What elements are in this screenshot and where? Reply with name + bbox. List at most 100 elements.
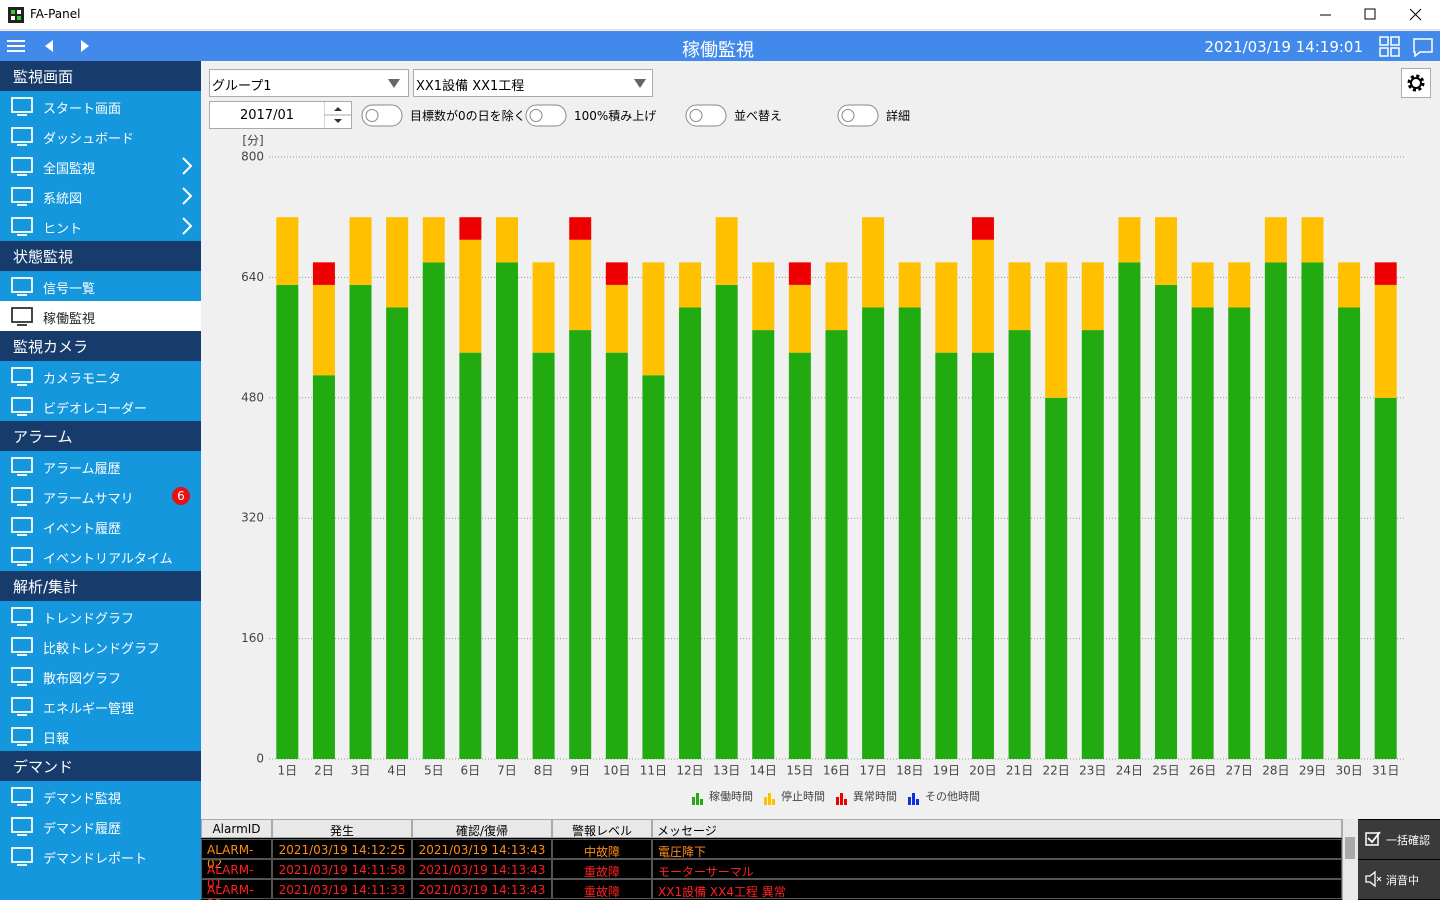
bar-segment bbox=[459, 217, 482, 240]
x-tick-label: 18日 bbox=[896, 764, 923, 778]
header-icons[interactable] bbox=[1376, 31, 1440, 61]
nav-item[interactable]: デマンド履歴 bbox=[0, 811, 201, 841]
nav-item[interactable]: スタート画面 bbox=[0, 91, 201, 121]
y-tick-label: 480 bbox=[241, 390, 264, 404]
toggle-switch[interactable] bbox=[361, 104, 403, 127]
datetime: 2021/03/19 14:19:01 bbox=[1204, 38, 1363, 56]
toggle-switch[interactable] bbox=[685, 104, 727, 127]
toggle-switch[interactable] bbox=[837, 104, 879, 127]
legend-swatch bbox=[912, 793, 915, 805]
bar-segment bbox=[1374, 397, 1397, 759]
nav-item[interactable]: 系統図 bbox=[0, 181, 201, 211]
bar-segment bbox=[1118, 262, 1141, 759]
nav-item[interactable]: ダッシュボード bbox=[0, 121, 201, 151]
window-controls[interactable] bbox=[1300, 0, 1440, 30]
header-bar: 稼働監視 2021/03/19 14:19:01 bbox=[0, 31, 1440, 61]
nav-item[interactable]: 散布図グラフ bbox=[0, 661, 201, 691]
x-tick-label: 17日 bbox=[859, 764, 886, 778]
nav-item[interactable]: アラーム履歴 bbox=[0, 451, 201, 481]
nav-item[interactable]: アラームサマリ 6 bbox=[0, 481, 201, 511]
bar-segment bbox=[532, 262, 555, 353]
bar-segment bbox=[679, 262, 702, 308]
table-cell: 中故障 bbox=[552, 839, 652, 859]
nav-item[interactable]: デマンド監視 bbox=[0, 781, 201, 811]
y-tick-label: 160 bbox=[241, 631, 264, 645]
icon-shape bbox=[1376, 876, 1382, 882]
nav-label: 比較トレンドグラフ bbox=[43, 642, 161, 657]
bar-segment bbox=[788, 284, 811, 353]
legend-label: 稼働時間 bbox=[709, 789, 753, 803]
toggle-switch[interactable] bbox=[525, 104, 567, 127]
toggle-knob bbox=[841, 109, 855, 122]
nav-item[interactable]: トレンドグラフ bbox=[0, 601, 201, 631]
bar-segment bbox=[569, 217, 592, 240]
nav-icon bbox=[11, 787, 33, 806]
nav-item[interactable]: イベントリアルタイム bbox=[0, 541, 201, 571]
button-label: 消音中 bbox=[1386, 874, 1419, 887]
nav-item[interactable]: カメラモニタ bbox=[0, 361, 201, 391]
table-header: 確認/復帰 bbox=[412, 819, 552, 838]
legend-swatch bbox=[692, 797, 695, 805]
section-header: アラーム bbox=[0, 421, 201, 451]
bar-segment bbox=[971, 239, 994, 353]
nav-icon bbox=[11, 697, 33, 716]
x-tick-label: 30日 bbox=[1335, 764, 1362, 778]
x-tick-label: 11日 bbox=[640, 764, 667, 778]
nav-buttons[interactable] bbox=[0, 31, 110, 61]
x-tick-label: 1日 bbox=[277, 764, 297, 778]
action-button[interactable]: 一括確認 bbox=[1358, 820, 1440, 859]
nav-item[interactable]: デマンドレポート bbox=[0, 841, 201, 871]
nav-item[interactable]: エネルギー管理 bbox=[0, 691, 201, 721]
icon-shape bbox=[1365, 870, 1376, 888]
bar-segment bbox=[642, 375, 665, 759]
legend-swatch bbox=[840, 793, 843, 805]
nav-icon bbox=[11, 727, 33, 746]
section-header: 状態監視 bbox=[0, 241, 201, 271]
toggle-label: 目標数が0の日を除く bbox=[410, 109, 526, 123]
bar-segment bbox=[605, 262, 628, 285]
nav-label: アラームサマリ bbox=[43, 492, 134, 507]
table-cell: 2021/03/19 14:13:43 bbox=[412, 879, 552, 899]
button-icon bbox=[1365, 831, 1381, 846]
bar-segment bbox=[1228, 307, 1251, 759]
action-button[interactable]: 消音中 bbox=[1358, 860, 1440, 899]
bar-segment bbox=[276, 217, 299, 285]
nav-label: イベント履歴 bbox=[43, 522, 122, 537]
x-tick-label: 19日 bbox=[933, 764, 960, 778]
table-header: メッセージ bbox=[652, 819, 1342, 838]
nav-item[interactable]: 日報 bbox=[0, 721, 201, 751]
page-title: 稼働監視 bbox=[682, 40, 754, 61]
bar-segment bbox=[642, 262, 665, 376]
nav-icon bbox=[11, 97, 33, 116]
chevron-shape bbox=[182, 187, 193, 205]
nav-item[interactable]: ビデオレコーダー bbox=[0, 391, 201, 421]
table-cell: 2021/03/19 14:13:43 bbox=[412, 859, 552, 879]
chart: [分] 0 160 320 480 640 800 1日 2日 3日 4日 5日 6日 7日 8日 9日 10日… bbox=[241, 134, 1404, 805]
table-cell: ALARM-01 bbox=[201, 859, 272, 891]
x-tick-label: 2日 bbox=[314, 764, 334, 778]
spinner-buttons[interactable] bbox=[324, 102, 352, 128]
table-cell: 2021/03/19 14:11:58 bbox=[272, 859, 412, 879]
nav-item[interactable]: イベント履歴 bbox=[0, 511, 201, 541]
nav-item[interactable]: 信号一覧 bbox=[0, 271, 201, 301]
nav-item[interactable]: 稼働監視 bbox=[0, 301, 201, 331]
scroll-thumb[interactable] bbox=[1345, 837, 1355, 859]
nav-item[interactable]: ヒント bbox=[0, 211, 201, 241]
nav-item[interactable]: 全国監視 bbox=[0, 151, 201, 181]
nav-icon bbox=[11, 547, 33, 566]
equipment-dropdown[interactable]: XX1設備 XX1工程 bbox=[413, 69, 653, 97]
nav-item[interactable]: 比較トレンドグラフ bbox=[0, 631, 201, 661]
legend-swatch bbox=[696, 793, 699, 805]
alarm-panel: AlarmID 発生 確認/復帰 警報レベル メッセージ ALARM-02 2021/03/… bbox=[201, 819, 1440, 900]
nav-icon bbox=[11, 847, 33, 866]
group-dropdown[interactable]: グループ1 bbox=[209, 69, 409, 97]
scrollbar[interactable] bbox=[1342, 819, 1358, 900]
window-title: FA-Panel bbox=[30, 7, 81, 21]
bar-segment bbox=[459, 352, 482, 759]
x-tick-label: 10日 bbox=[603, 764, 630, 778]
settings-button[interactable] bbox=[1401, 68, 1431, 98]
table-cell: 重故障 bbox=[552, 859, 652, 879]
button-label: 一括確認 bbox=[1386, 834, 1430, 847]
month-spinner[interactable]: 2017/01 bbox=[209, 101, 352, 129]
